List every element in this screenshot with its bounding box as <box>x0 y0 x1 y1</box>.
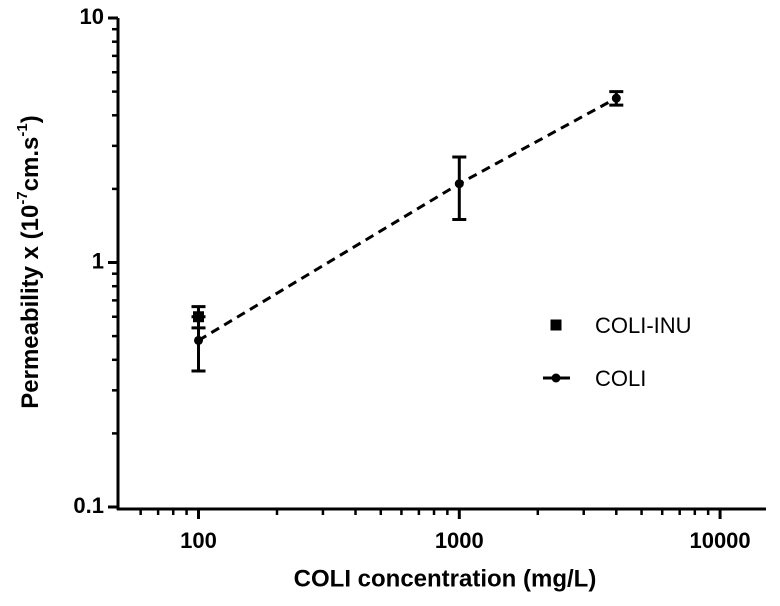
y-tick-label: 1 <box>92 248 104 273</box>
legend-marker <box>550 319 562 331</box>
data-point <box>194 335 204 345</box>
y-label-sup: -1 <box>14 123 31 136</box>
legend-label: COLI <box>595 366 646 391</box>
data-point <box>454 179 464 189</box>
y-axis-label: Permeability x (10-7cm.s-1) <box>14 115 44 409</box>
x-axis-label: COLI concentration (mg/L) <box>294 565 597 592</box>
legend-marker <box>551 373 561 383</box>
y-label-part: cm.s <box>17 137 44 192</box>
y-label-part: ) <box>17 115 44 123</box>
y-label-sup: -7 <box>14 191 31 204</box>
data-point <box>611 93 621 103</box>
legend-label: COLI-INU <box>595 313 692 338</box>
series-line <box>197 96 618 342</box>
y-label-part: Permeability x (10 <box>17 205 44 409</box>
x-tick-label: 1000 <box>435 528 484 553</box>
error-bar <box>452 155 467 221</box>
y-tick-label: 10 <box>80 4 104 29</box>
x-tick-label: 10000 <box>689 528 750 553</box>
y-tick-label: 0.1 <box>73 493 104 518</box>
x-tick-label: 100 <box>180 528 217 553</box>
